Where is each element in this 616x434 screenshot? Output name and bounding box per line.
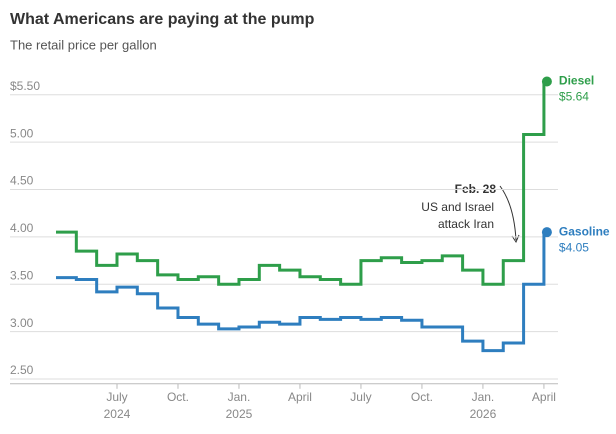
annotation-text: attack Iran bbox=[438, 217, 494, 231]
x-tick-label: April bbox=[288, 390, 312, 404]
y-tick-label: 2.50 bbox=[10, 363, 34, 377]
y-tick-label: 4.50 bbox=[10, 174, 34, 188]
value-label: $4.05 bbox=[559, 240, 589, 254]
x-tick-label: Oct. bbox=[411, 390, 433, 404]
y-tick-label: 5.00 bbox=[10, 126, 34, 140]
end-dot bbox=[541, 76, 552, 87]
x-tick-label: July bbox=[106, 390, 127, 404]
annotation-arrow bbox=[499, 185, 517, 241]
x-tick-label: July bbox=[350, 390, 371, 404]
end-dot bbox=[541, 227, 552, 238]
x-year-label: 2024 bbox=[104, 407, 131, 421]
legend-label: Diesel bbox=[559, 74, 594, 88]
annotation-text: US and Israel bbox=[421, 200, 494, 214]
x-tick-label: Oct. bbox=[167, 390, 189, 404]
chart-subtitle: The retail price per gallon bbox=[10, 37, 157, 52]
y-tick-label: 4.00 bbox=[10, 221, 34, 235]
value-label: $5.64 bbox=[559, 90, 589, 104]
legend-label: Gasoline bbox=[559, 224, 610, 238]
x-tick-label: Jan. bbox=[472, 390, 495, 404]
x-tick-label: April bbox=[532, 390, 556, 404]
y-tick-label: $5.50 bbox=[10, 79, 40, 93]
line-series bbox=[56, 81, 546, 286]
line-series bbox=[56, 232, 546, 353]
chart-title: What Americans are paying at the pump bbox=[10, 11, 315, 28]
y-tick-label: 3.50 bbox=[10, 268, 34, 282]
y-tick-label: 3.00 bbox=[10, 316, 34, 330]
x-year-label: 2025 bbox=[226, 407, 253, 421]
x-year-label: 2026 bbox=[470, 407, 497, 421]
x-tick-label: Jan. bbox=[228, 390, 251, 404]
